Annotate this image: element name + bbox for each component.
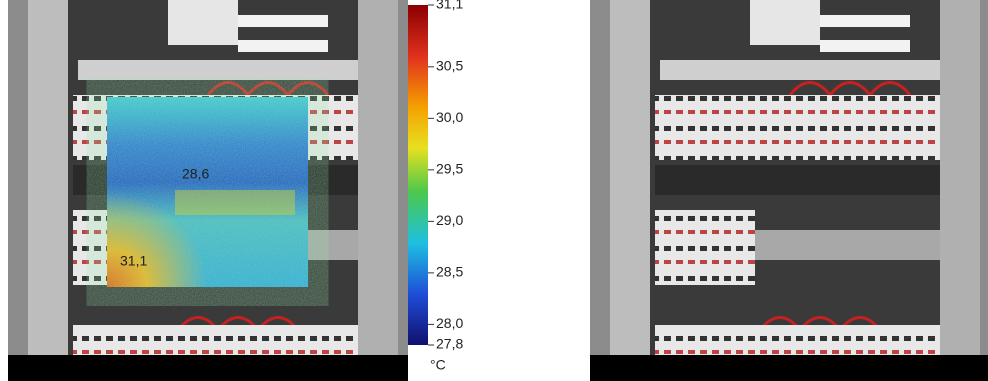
tick-label: 28,5 (436, 264, 463, 280)
tick-label: 29,0 (436, 212, 463, 228)
tick-label: 27,8 (436, 336, 463, 352)
colorbar (408, 5, 428, 345)
tick-label: 31,1 (436, 0, 463, 12)
visual-photo (590, 0, 988, 381)
tick-label: 30,5 (436, 58, 463, 74)
spot-label: 31,1 (120, 253, 147, 269)
tick-label: 29,5 (436, 161, 463, 177)
page: 28,6 31,1 °C 31,1 30,5 30,0 29,5 29,0 28,5 28,… (0, 0, 988, 381)
tick-label: 30,0 (436, 109, 463, 125)
tick-label: 28,0 (436, 315, 463, 331)
spot-label: 28,6 (182, 166, 209, 182)
colorbar-unit: °C (430, 357, 446, 373)
thermal-photo: 28,6 31,1 (8, 0, 408, 381)
